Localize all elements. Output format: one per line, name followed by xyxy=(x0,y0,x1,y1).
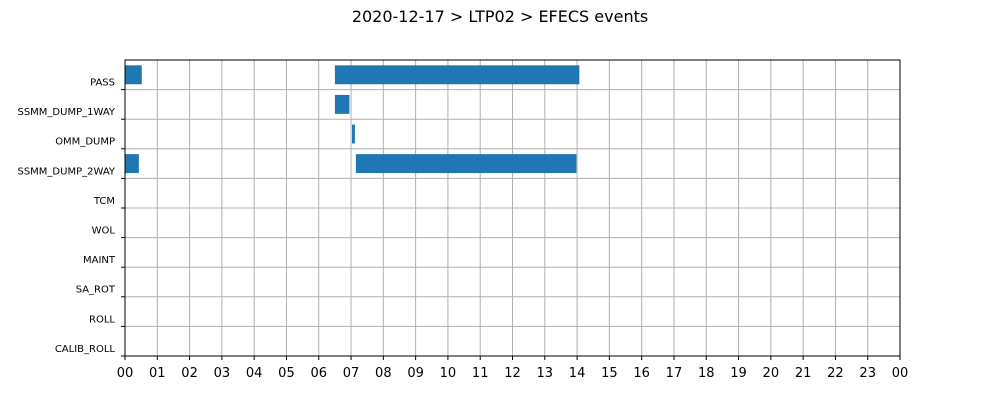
x-tick-label: 23 xyxy=(859,366,876,381)
x-tick-label: 01 xyxy=(149,366,166,381)
x-tick-label: 04 xyxy=(246,366,263,381)
x-tick-label: 18 xyxy=(698,366,715,381)
x-tick-label: 10 xyxy=(440,366,457,381)
x-tick-label: 07 xyxy=(343,366,360,381)
bar-layer xyxy=(125,65,580,174)
x-tick-label: 06 xyxy=(310,366,327,381)
x-tick-label: 00 xyxy=(892,366,909,381)
x-tick-label: 09 xyxy=(407,366,424,381)
category-label: WOL xyxy=(92,225,116,236)
x-tick-label: 00 xyxy=(117,366,134,381)
event-bar xyxy=(355,154,577,174)
x-tick-label: 20 xyxy=(763,366,780,381)
x-tick-label: 05 xyxy=(278,366,295,381)
category-label: TCM xyxy=(93,196,115,207)
x-tick-label: 11 xyxy=(472,366,489,381)
x-tick-label: 16 xyxy=(633,366,650,381)
event-bar xyxy=(125,65,142,85)
event-bar xyxy=(352,124,355,144)
category-label: SA_ROT xyxy=(76,285,116,296)
category-label: SSMM_DUMP_1WAY xyxy=(17,107,115,118)
event-bar xyxy=(125,154,139,174)
x-tick-label: 14 xyxy=(569,366,586,381)
x-tick-label: 13 xyxy=(537,366,554,381)
event-bar xyxy=(334,94,350,114)
event-bar xyxy=(334,65,580,85)
x-tick-label: 21 xyxy=(795,366,812,381)
tick-layer: 00 01 02 03 04 05 06 07 08 09 10 11 12 13 14 15 16 17 18 19… xyxy=(17,77,908,381)
x-tick-label: 12 xyxy=(504,366,521,381)
chart-title: 2020-12-17 > LTP02 > EFECS events xyxy=(352,7,648,26)
x-tick-label: 03 xyxy=(214,366,231,381)
category-label: CALIB_ROLL xyxy=(55,344,116,355)
x-tick-label: 08 xyxy=(375,366,392,381)
category-label: ROLL xyxy=(89,314,115,325)
x-tick-label: 19 xyxy=(730,366,747,381)
category-label: OMM_DUMP xyxy=(55,137,115,148)
category-label: PASS xyxy=(90,77,115,88)
x-tick-label: 17 xyxy=(666,366,683,381)
grid-layer xyxy=(124,60,901,356)
x-tick-label: 22 xyxy=(827,366,844,381)
x-tick-label: 02 xyxy=(181,366,198,381)
category-label: SSMM_DUMP_2WAY xyxy=(17,166,115,177)
category-label: MAINT xyxy=(83,255,116,266)
x-tick-label: 15 xyxy=(601,366,618,381)
